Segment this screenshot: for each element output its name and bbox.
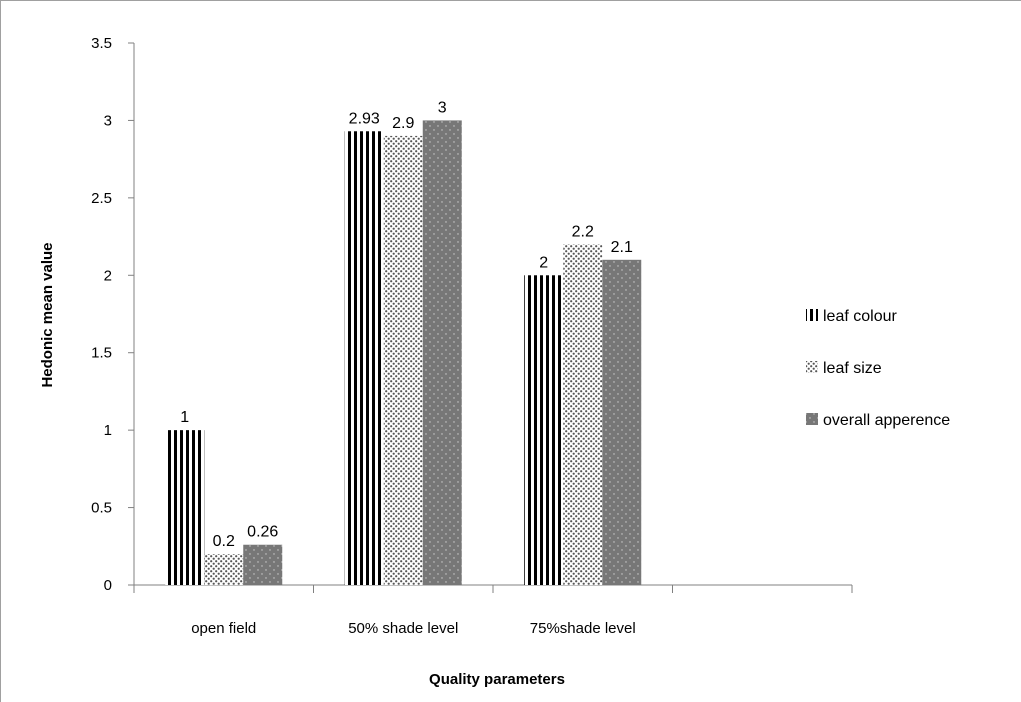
legend-label: overall apperence (823, 412, 950, 429)
y-tick-label: 0 (104, 577, 112, 594)
y-tick-label: 2 (104, 267, 112, 284)
bar (602, 259, 642, 585)
axes: 0 0.5 1 1.5 2 2.5 3 3.5 open field 50% shade leve… (91, 35, 853, 637)
data-label: 3 (438, 99, 447, 116)
data-label: 2.93 (349, 110, 380, 127)
bars (165, 120, 642, 586)
x-tick-label: 75%shade level (530, 620, 636, 637)
bar (563, 244, 603, 586)
bar (524, 275, 564, 585)
y-tick-label: 1 (104, 422, 112, 439)
bar (344, 131, 384, 586)
y-tick-label: 1.5 (91, 345, 112, 362)
data-labels: 1 2.93 2 0.2 2.9 2.2 0.26 3 2.1 (180, 99, 633, 550)
legend-label: leaf colour (823, 308, 897, 325)
legend-swatch (806, 309, 818, 321)
x-tick-label: 50% shade level (348, 620, 458, 637)
data-label: 1 (180, 409, 189, 426)
legend: leaf colour leaf size overall apperence (806, 308, 950, 429)
bar (243, 544, 283, 585)
y-tick-label: 3 (104, 112, 112, 129)
data-label: 2 (539, 254, 548, 271)
legend-swatch (806, 361, 818, 373)
data-label: 0.26 (247, 524, 278, 541)
legend-label: leaf size (823, 360, 882, 377)
data-label: 2.9 (392, 115, 414, 132)
bar (422, 120, 462, 585)
bar (204, 554, 244, 585)
data-label: 2.1 (611, 239, 633, 256)
data-label: 0.2 (213, 533, 235, 550)
legend-swatch (806, 413, 818, 425)
bar (165, 430, 205, 585)
y-tick-label: 0.5 (91, 500, 112, 517)
x-axis-title: Quality parameters (429, 671, 565, 688)
data-label: 2.2 (572, 223, 594, 240)
x-tick-label: open field (191, 620, 256, 637)
bar (383, 135, 423, 585)
y-tick-label: 2.5 (91, 190, 112, 207)
y-tick-label: 3.5 (91, 35, 112, 52)
y-axis-title: Hedonic mean value (39, 242, 56, 387)
